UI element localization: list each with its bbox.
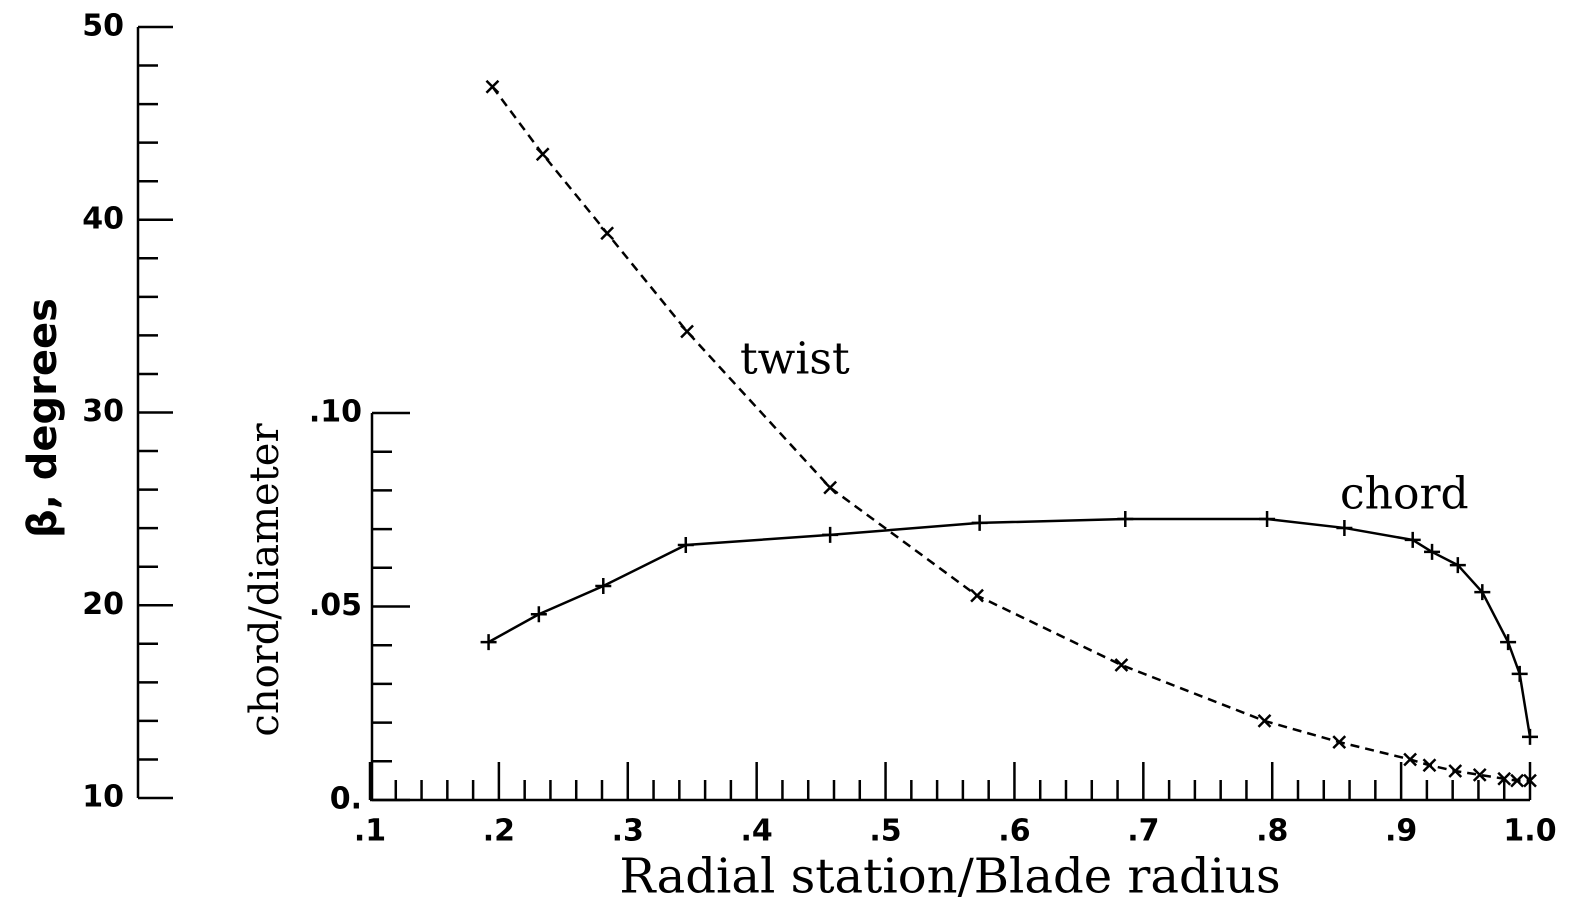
annotation: chord <box>1340 469 1469 520</box>
marker <box>480 634 497 651</box>
x-tick-label: .3 <box>612 814 644 849</box>
marker <box>1114 658 1129 672</box>
marker <box>1497 771 1512 786</box>
y2-tick-label: .05 <box>309 588 362 623</box>
marker <box>1510 773 1524 788</box>
y-axis-label: β, degrees <box>20 298 66 538</box>
marker <box>1117 511 1134 528</box>
x-tick-label: .5 <box>869 814 901 849</box>
y-tick-label: 30 <box>82 394 124 429</box>
marker <box>1424 543 1441 560</box>
marker <box>1257 714 1272 728</box>
marker <box>1522 728 1538 745</box>
annotation: twist <box>740 334 850 385</box>
marker <box>530 606 547 623</box>
marker <box>1403 752 1418 767</box>
x-tick-label: .2 <box>483 814 515 849</box>
marker <box>1336 519 1353 536</box>
marker <box>1472 767 1487 782</box>
marker <box>822 526 839 543</box>
marker <box>823 480 838 495</box>
marker <box>680 324 694 339</box>
marker <box>535 147 550 162</box>
marker <box>1332 735 1347 749</box>
marker <box>970 588 984 603</box>
marker <box>971 514 988 531</box>
x-tick-label: .9 <box>1385 814 1417 849</box>
y2-tick-label: .10 <box>309 395 362 430</box>
x-tick-label: 1.0 <box>1503 814 1556 849</box>
marker <box>595 577 612 594</box>
marker <box>1422 758 1437 773</box>
marker <box>1523 773 1537 788</box>
series-line <box>491 86 1530 782</box>
y-tick-label: 40 <box>82 201 124 236</box>
x-axis-label: Radial station/Blade radius <box>619 849 1280 905</box>
marker <box>1448 764 1463 778</box>
x-tick-label: .7 <box>1127 814 1159 849</box>
marker <box>677 536 694 553</box>
marker <box>1474 584 1491 601</box>
series-line <box>487 517 1532 738</box>
marker <box>600 226 615 241</box>
y-tick-label: 50 <box>82 9 124 44</box>
marker <box>1404 531 1421 548</box>
x-tick-label: .6 <box>998 814 1030 849</box>
y2-tick-label: 0. <box>330 782 362 817</box>
x-tick-label: .4 <box>741 814 773 849</box>
y2-axis-label: chord/diameter <box>242 423 288 737</box>
marker <box>1259 511 1276 528</box>
marker <box>1511 665 1528 682</box>
x-tick-label: .8 <box>1256 814 1288 849</box>
y-tick-label: 10 <box>82 780 124 815</box>
x-tick-label: .1 <box>354 814 386 849</box>
marker <box>1449 557 1466 574</box>
y-tick-label: 20 <box>82 587 124 622</box>
marker <box>1500 634 1517 651</box>
marker <box>485 79 500 94</box>
